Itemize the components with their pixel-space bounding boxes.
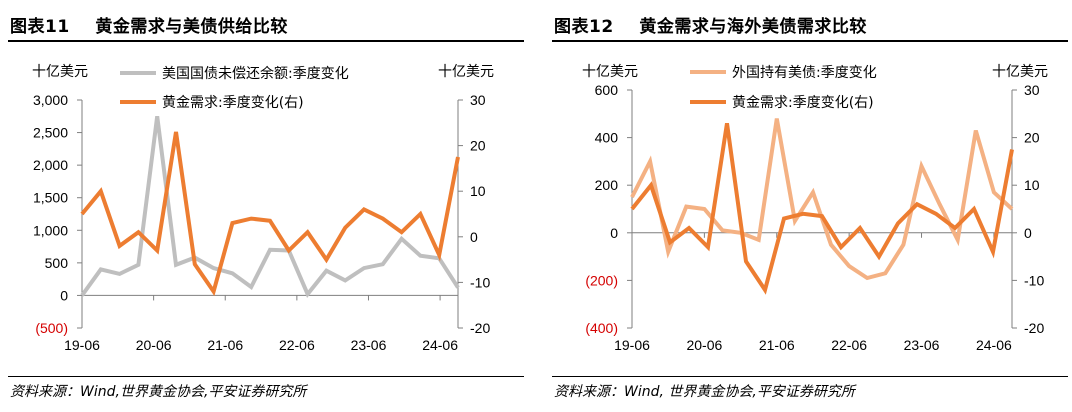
source-rule xyxy=(8,376,524,377)
right-tick-label: -10 xyxy=(1024,272,1044,288)
left-tick-label: (400) xyxy=(585,320,618,336)
left-tick-label: 600 xyxy=(595,82,619,98)
legend-label-1: 外国持有美债:季度变化 xyxy=(732,65,877,81)
left-axis-unit: 十亿美元 xyxy=(582,64,638,80)
line-chart-gold-vs-treasury-supply: 十亿美元 十亿美元 3,000 2,500 2,000 1,500 1,000 500 0 (50… xyxy=(32,64,494,353)
left-tick-label: 1,000 xyxy=(33,222,68,238)
left-tick-label: 500 xyxy=(45,255,69,271)
right-tick-label: 10 xyxy=(470,183,486,199)
x-tick-label: 20-06 xyxy=(136,337,172,353)
title-underline xyxy=(552,40,1068,42)
x-tick-label: 20-06 xyxy=(686,337,722,353)
series-line-1 xyxy=(630,118,1014,281)
right-tick-label: 0 xyxy=(1024,225,1032,241)
right-tick-label: -20 xyxy=(470,320,490,336)
chart-title: 图表11 黄金需求与美债供给比较 xyxy=(10,17,288,37)
chart-panel-11: 图表11 黄金需求与美债供给比较 十亿美元 十亿美元 3,000 2,500 2,000… xyxy=(0,0,528,412)
x-tick-label: 24-06 xyxy=(976,337,1012,353)
x-tick-label: 21-06 xyxy=(759,337,795,353)
left-tick-label: 2,000 xyxy=(33,157,68,173)
left-tick-label: 200 xyxy=(595,177,619,193)
right-tick-label: 10 xyxy=(1024,177,1040,193)
legend-label-2: 黄金需求:季度变化(右) xyxy=(732,94,874,111)
left-axis-unit: 十亿美元 xyxy=(32,64,88,80)
chart-title: 图表12 黄金需求与海外美债需求比较 xyxy=(554,17,867,37)
right-axis-unit: 十亿美元 xyxy=(438,64,494,80)
series-line-2 xyxy=(80,131,460,297)
right-tick-label: 20 xyxy=(1024,130,1040,146)
legend-label-2: 黄金需求:季度变化(右) xyxy=(162,94,304,111)
left-tick-label: 0 xyxy=(60,287,68,303)
x-tick-label: 23-06 xyxy=(351,337,387,353)
right-tick-label: 20 xyxy=(470,138,486,154)
left-tick-label: 0 xyxy=(610,225,618,241)
left-tick-label: 400 xyxy=(595,130,619,146)
source-note: 资料来源：Wind, 世界黄金协会,平安证券研究所 xyxy=(554,384,855,400)
left-tick-label: 1,500 xyxy=(33,190,68,206)
x-tick-label: 23-06 xyxy=(904,337,940,353)
line-chart-gold-vs-foreign-treasury-demand: 十亿美元 十亿美元 600 400 200 0 (200) (400) 30 20 10 0 -10 -2… xyxy=(582,64,1048,353)
series-line-2 xyxy=(630,122,1014,295)
right-tick-label: 30 xyxy=(1024,82,1040,98)
x-tick-label: 24-06 xyxy=(422,337,458,353)
right-tick-label: 0 xyxy=(470,229,478,245)
chart-title-bar: 图表12 黄金需求与海外美债需求比较 xyxy=(552,6,1068,38)
right-tick-label: 30 xyxy=(470,92,486,108)
left-tick-label: 3,000 xyxy=(33,92,68,108)
source-rule xyxy=(552,376,1068,377)
legend-label-1: 美国国债未偿还余额:季度变化 xyxy=(162,65,349,82)
right-axis-unit: 十亿美元 xyxy=(992,64,1048,80)
x-tick-label: 22-06 xyxy=(279,337,315,353)
x-tick-label: 19-06 xyxy=(64,337,100,353)
x-tick-label: 22-06 xyxy=(831,337,867,353)
x-tick-label: 21-06 xyxy=(207,337,243,353)
left-tick-label: 2,500 xyxy=(33,125,68,141)
chart-title-bar: 图表11 黄金需求与美债供给比较 xyxy=(8,6,524,38)
chart-panel-12: 图表12 黄金需求与海外美债需求比较 十亿美元 十亿美元 600 400 200 0 (20… xyxy=(544,0,1072,412)
right-tick-label: -10 xyxy=(470,274,490,290)
left-tick-label: (500) xyxy=(35,320,68,336)
source-note: 资料来源：Wind,世界黄金协会,平安证券研究所 xyxy=(10,384,307,400)
series-line-1 xyxy=(80,116,460,298)
left-tick-label: (200) xyxy=(585,272,618,288)
right-tick-label: -20 xyxy=(1024,320,1044,336)
title-underline xyxy=(8,40,524,42)
x-tick-label: 19-06 xyxy=(614,337,650,353)
